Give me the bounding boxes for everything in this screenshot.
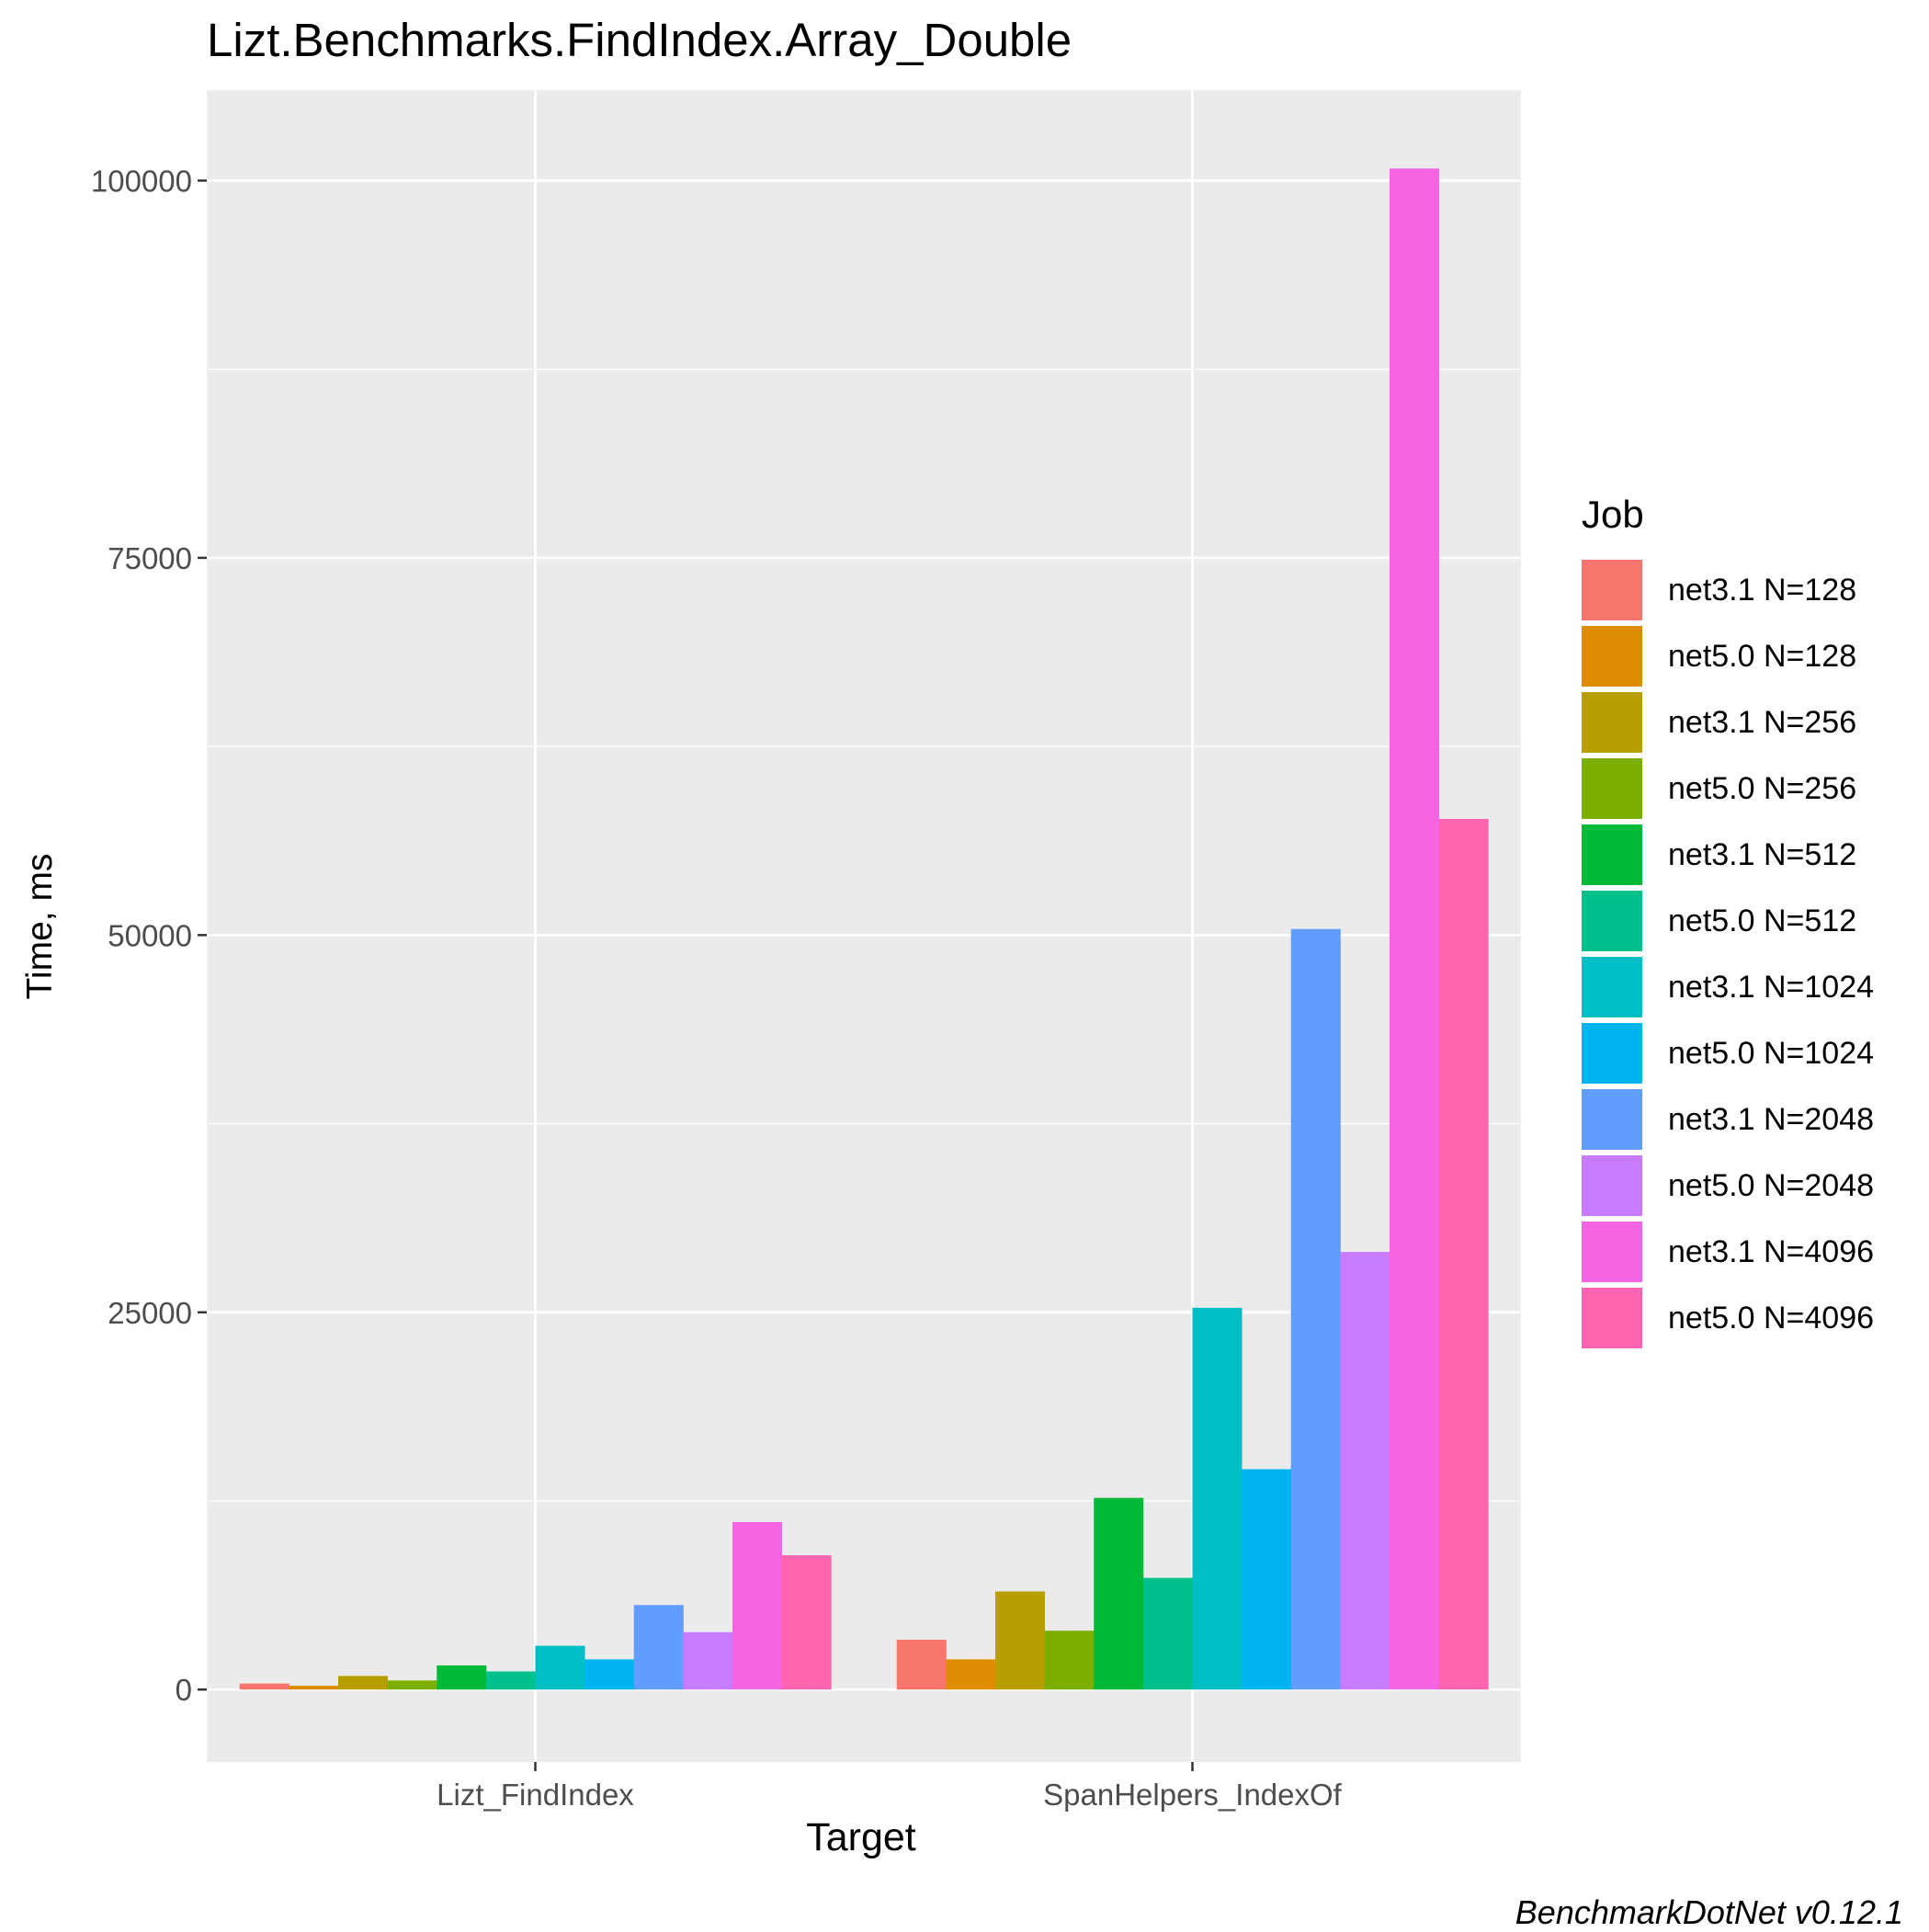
bar <box>633 1605 684 1690</box>
legend-item: net5.0 N=4096 <box>1582 1285 1874 1351</box>
legend-label: net3.1 N=1024 <box>1668 969 1875 1005</box>
y-tick-label: 25000 <box>108 1296 192 1330</box>
legend-swatch <box>1582 560 1642 620</box>
legend-swatch <box>1582 626 1642 687</box>
y-axis-label: Time, ms <box>20 853 60 1000</box>
bar <box>781 1555 832 1690</box>
legend-item: net5.0 N=256 <box>1582 756 1874 822</box>
legend-item: net3.1 N=4096 <box>1582 1219 1874 1285</box>
bar <box>732 1521 783 1690</box>
legend-label: net5.0 N=128 <box>1668 638 1857 674</box>
legend-label: net5.0 N=1024 <box>1668 1035 1875 1071</box>
bar <box>387 1680 437 1690</box>
chart-title: Lizt.Benchmarks.FindIndex.Array_Double <box>207 14 1072 66</box>
bar <box>1242 1469 1292 1690</box>
legend-swatch <box>1582 758 1642 819</box>
legend-swatch <box>1582 1222 1642 1282</box>
bar <box>1390 168 1440 1690</box>
bar <box>239 1683 289 1690</box>
legend-label: net3.1 N=512 <box>1668 836 1857 872</box>
legend-swatch <box>1582 824 1642 885</box>
bar <box>535 1645 585 1690</box>
legend-swatch <box>1582 1155 1642 1216</box>
legend-item: net5.0 N=512 <box>1582 888 1874 954</box>
legend-swatch <box>1582 692 1642 753</box>
legend-item: net5.0 N=1024 <box>1582 1020 1874 1086</box>
bar <box>1044 1631 1095 1690</box>
bar <box>683 1631 733 1690</box>
legend-item: net3.1 N=1024 <box>1582 954 1874 1020</box>
legend-title: Job <box>1582 493 1644 536</box>
legend-label: net3.1 N=4096 <box>1668 1233 1875 1269</box>
bar <box>995 1591 1046 1690</box>
bar <box>946 1659 996 1690</box>
legend-item: net3.1 N=2048 <box>1582 1086 1874 1153</box>
legend-label: net3.1 N=256 <box>1668 704 1857 740</box>
legend-swatch <box>1582 891 1642 951</box>
legend-swatch <box>1582 1288 1642 1348</box>
legend-item: net3.1 N=512 <box>1582 822 1874 888</box>
bar <box>338 1676 389 1690</box>
y-tick-label: 50000 <box>108 918 192 952</box>
legend-swatch <box>1582 957 1642 1017</box>
bar <box>289 1686 339 1690</box>
bar <box>437 1665 487 1690</box>
y-tick-label: 75000 <box>108 541 192 575</box>
legend-label: net3.1 N=2048 <box>1668 1101 1875 1137</box>
legend-label: net5.0 N=512 <box>1668 903 1857 938</box>
legend-swatch <box>1582 1089 1642 1150</box>
legend-label: net5.0 N=256 <box>1668 770 1857 806</box>
bar <box>584 1659 635 1690</box>
bar <box>1094 1497 1144 1690</box>
x-tick-label: SpanHelpers_IndexOf <box>1043 1778 1343 1812</box>
y-tick-label: 0 <box>176 1673 192 1707</box>
bar <box>1340 1252 1390 1690</box>
legend-item: net5.0 N=128 <box>1582 623 1874 689</box>
legend-item: net5.0 N=2048 <box>1582 1153 1874 1219</box>
y-tick-label: 100000 <box>91 165 192 199</box>
legend: Job net3.1 N=128 net5.0 N=128 net3.1 N=256… <box>1582 493 1874 1351</box>
legend-label: net3.1 N=128 <box>1668 572 1857 608</box>
bar <box>1290 928 1341 1690</box>
bar <box>1142 1577 1193 1690</box>
bar <box>896 1640 947 1690</box>
x-tick-label: Lizt_FindIndex <box>437 1778 634 1812</box>
legend-item: net3.1 N=128 <box>1582 557 1874 623</box>
caption: BenchmarkDotNet v0.12.1 <box>1515 1893 1903 1931</box>
bar <box>1192 1307 1243 1690</box>
legend-swatch <box>1582 1023 1642 1084</box>
bar <box>1438 818 1489 1690</box>
bar <box>485 1671 536 1690</box>
legend-item: net3.1 N=256 <box>1582 689 1874 756</box>
legend-label: net5.0 N=4096 <box>1668 1300 1875 1335</box>
x-axis-label: Target <box>806 1815 916 1859</box>
legend-items: net3.1 N=128 net5.0 N=128 net3.1 N=256 net5… <box>1582 557 1874 1351</box>
legend-label: net5.0 N=2048 <box>1668 1167 1875 1203</box>
